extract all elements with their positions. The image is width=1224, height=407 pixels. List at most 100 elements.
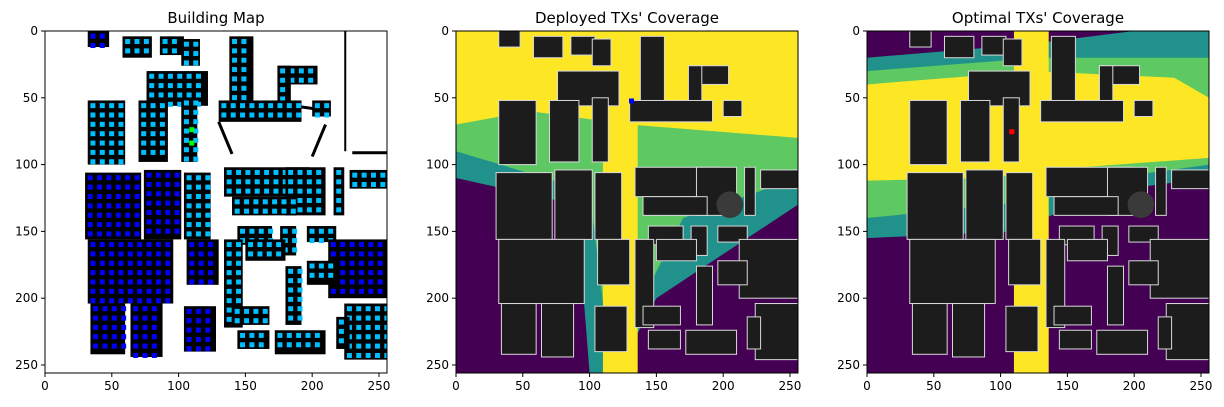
rx-marker xyxy=(336,169,342,175)
rx-marker xyxy=(297,296,303,302)
rx-marker xyxy=(127,279,133,285)
rx-marker xyxy=(159,149,165,155)
rx-marker xyxy=(90,121,96,127)
x-tick-label: 0 xyxy=(41,379,49,393)
rx-marker xyxy=(193,119,199,125)
building-block xyxy=(349,169,387,189)
rx-marker xyxy=(155,181,161,187)
rx-marker xyxy=(207,242,213,248)
rx-marker xyxy=(118,260,124,266)
rx-marker xyxy=(358,279,364,285)
rx-marker xyxy=(189,270,195,276)
building-block xyxy=(1171,169,1209,190)
rx-marker xyxy=(165,251,171,257)
rx-marker xyxy=(165,260,171,266)
rx-marker xyxy=(207,279,213,285)
rx-marker xyxy=(253,208,259,214)
rx-marker xyxy=(245,188,251,194)
rx-marker xyxy=(205,222,211,228)
building-block xyxy=(909,99,948,166)
rx-marker xyxy=(97,212,103,218)
rx-marker xyxy=(273,188,279,194)
building-block xyxy=(629,99,713,123)
rx-marker xyxy=(365,315,371,321)
rx-marker xyxy=(240,342,246,348)
rx-marker xyxy=(90,279,96,285)
rx-marker xyxy=(151,352,157,358)
y-tick-label: 50 xyxy=(23,91,38,105)
rx-marker xyxy=(205,346,211,352)
building-block xyxy=(232,306,270,325)
y-tick-label: 100 xyxy=(15,158,38,172)
rx-marker xyxy=(121,306,127,312)
rx-marker xyxy=(133,352,139,358)
rx-marker xyxy=(151,315,157,321)
rx-marker xyxy=(277,342,283,348)
rx-marker xyxy=(118,270,124,276)
rx-marker xyxy=(141,103,147,109)
rx-marker xyxy=(150,121,156,127)
plot-area xyxy=(867,31,1209,373)
rx-marker xyxy=(282,169,288,175)
rx-marker xyxy=(282,188,288,194)
rx-marker xyxy=(288,287,294,293)
rx-marker xyxy=(149,73,155,79)
rx-marker xyxy=(90,242,96,248)
rx-marker xyxy=(292,228,298,234)
rx-marker xyxy=(349,242,355,248)
rx-marker xyxy=(90,260,96,266)
rx-marker xyxy=(358,242,364,248)
rx-marker xyxy=(340,242,346,248)
rx-marker xyxy=(125,193,131,199)
rx-marker xyxy=(205,318,211,324)
rx-marker xyxy=(90,270,96,276)
rx-marker xyxy=(118,279,124,285)
rx-marker xyxy=(109,159,115,165)
rx-marker xyxy=(226,169,232,175)
building-block xyxy=(1155,166,1167,216)
rx-marker xyxy=(258,103,264,109)
rx-marker xyxy=(93,343,99,349)
rx-marker xyxy=(137,270,143,276)
rx-marker xyxy=(268,112,274,118)
rx-marker xyxy=(377,270,383,276)
rx-marker xyxy=(266,242,272,248)
rx-marker xyxy=(314,332,320,338)
rx-marker xyxy=(316,169,322,175)
rx-marker xyxy=(167,92,173,98)
rx-marker xyxy=(232,76,238,82)
rx-marker xyxy=(346,306,352,312)
rx-marker xyxy=(141,112,147,118)
rx-marker xyxy=(356,315,362,321)
rx-marker xyxy=(244,318,250,324)
rx-marker xyxy=(183,128,189,134)
rx-marker xyxy=(189,242,195,248)
rx-marker xyxy=(146,191,152,197)
rx-marker xyxy=(384,352,387,358)
rx-marker xyxy=(232,57,238,63)
rx-marker xyxy=(90,103,96,109)
rx-marker xyxy=(106,212,112,218)
tx-marker xyxy=(629,98,635,104)
rx-marker xyxy=(109,260,115,266)
panel-title: Building Map xyxy=(167,9,264,27)
rx-marker xyxy=(106,222,112,228)
building-block xyxy=(695,265,713,326)
rx-marker xyxy=(102,324,108,330)
rx-marker xyxy=(159,112,165,118)
rx-marker xyxy=(106,203,112,209)
building-block xyxy=(685,329,738,355)
rx-marker xyxy=(90,43,96,49)
building-block xyxy=(344,303,387,360)
rx-marker xyxy=(306,197,312,203)
rx-marker xyxy=(193,51,199,57)
rx-marker xyxy=(245,179,251,185)
rx-marker xyxy=(183,156,189,162)
rx-marker xyxy=(207,260,213,266)
x-tick-label: 0 xyxy=(863,379,871,393)
rx-marker xyxy=(158,92,164,98)
rx-marker xyxy=(186,231,192,237)
rx-marker xyxy=(118,288,124,294)
rx-marker xyxy=(240,332,246,338)
